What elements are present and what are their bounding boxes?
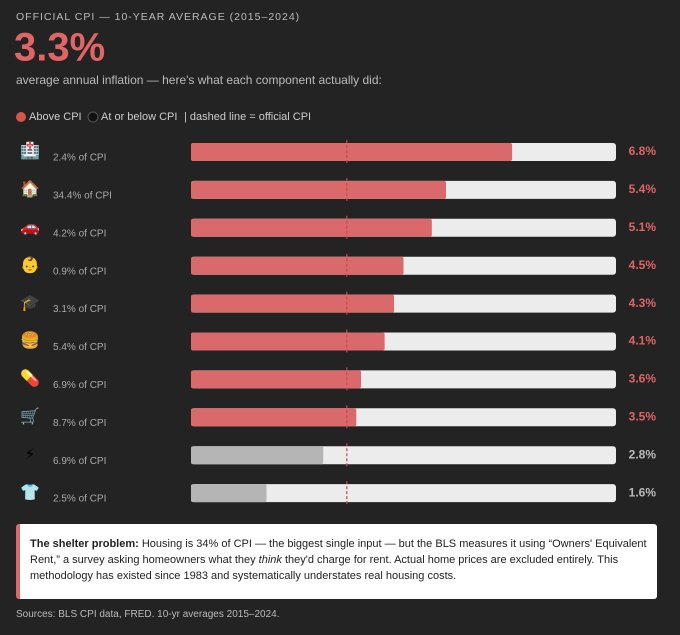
- icon: 👶: [20, 255, 40, 274]
- weight-label: 0.9% of CPI: [53, 266, 106, 277]
- bar: [191, 256, 404, 275]
- value-label: 5.4%: [629, 182, 657, 196]
- bar: [191, 332, 385, 351]
- value-label: 3.6%: [629, 372, 657, 386]
- bar: [191, 446, 324, 465]
- bar: [191, 218, 432, 237]
- headline: 3.3%: [14, 26, 105, 70]
- icon: 🎓: [20, 295, 40, 312]
- callout-emphasis: think: [258, 554, 282, 566]
- value-label: 4.1%: [629, 334, 657, 348]
- weight-label: 2.5% of CPI: [53, 494, 106, 505]
- value-label: 4.5%: [629, 258, 657, 272]
- icon: ⚡: [24, 446, 35, 463]
- bar: [191, 408, 357, 427]
- sources: Sources: BLS CPI data, FRED. 10-yr avera…: [16, 609, 280, 620]
- bar: [191, 143, 513, 161]
- callout-text: they'd charge for rent. Actual home pric…: [30, 554, 619, 582]
- callout: The shelter problem: Housing is 34% of C…: [16, 524, 657, 599]
- legend-below: At or below CPI: [101, 111, 177, 123]
- value-label: 6.8%: [629, 144, 657, 158]
- icon: 🛒: [20, 407, 40, 426]
- bar-track: [191, 484, 616, 503]
- value-label: 1.6%: [629, 485, 657, 499]
- callout-text: Housing is 34% of CPI — the biggest sing…: [30, 538, 647, 566]
- legend-above: Above CPI: [29, 111, 82, 123]
- bar: [191, 370, 361, 389]
- weight-label: 6.9% of CPI: [53, 456, 106, 467]
- subtitle: average annual inflation — here's what e…: [16, 73, 382, 87]
- bar: [191, 180, 446, 199]
- weight-label: 2.4% of CPI: [53, 153, 106, 164]
- weight-label: 6.9% of CPI: [53, 380, 106, 391]
- chart: OFFICIAL CPI — 10-YEAR AVERAGE (2015–202…: [14, 11, 657, 506]
- icon: 🍔: [20, 331, 40, 350]
- icon: 💊: [20, 369, 40, 388]
- value-label: 5.1%: [629, 220, 657, 234]
- icon: 👕: [20, 483, 40, 501]
- bar: [191, 294, 395, 313]
- weight-label: 4.2% of CPI: [53, 228, 106, 239]
- kicker: OFFICIAL CPI — 10-YEAR AVERAGE (2015–202…: [16, 11, 300, 23]
- icon: 🚗: [20, 219, 40, 236]
- weight-label: 3.1% of CPI: [53, 304, 106, 315]
- weight-label: 5.4% of CPI: [53, 342, 106, 353]
- legend-swatch-below: [87, 111, 99, 123]
- icon: 🏥: [20, 141, 40, 160]
- value-label: 4.3%: [629, 296, 657, 310]
- legend-swatch-above: [16, 112, 26, 122]
- bar: [191, 484, 267, 503]
- weight-label: 34.4% of CPI: [53, 191, 112, 202]
- value-label: 3.5%: [629, 409, 657, 423]
- value-label: 2.8%: [629, 447, 657, 461]
- icon: 🏠: [20, 180, 40, 198]
- callout-title: The shelter problem:: [30, 538, 139, 550]
- legend-note: | dashed line = official CPI: [184, 111, 311, 123]
- weight-label: 8.7% of CPI: [53, 418, 106, 429]
